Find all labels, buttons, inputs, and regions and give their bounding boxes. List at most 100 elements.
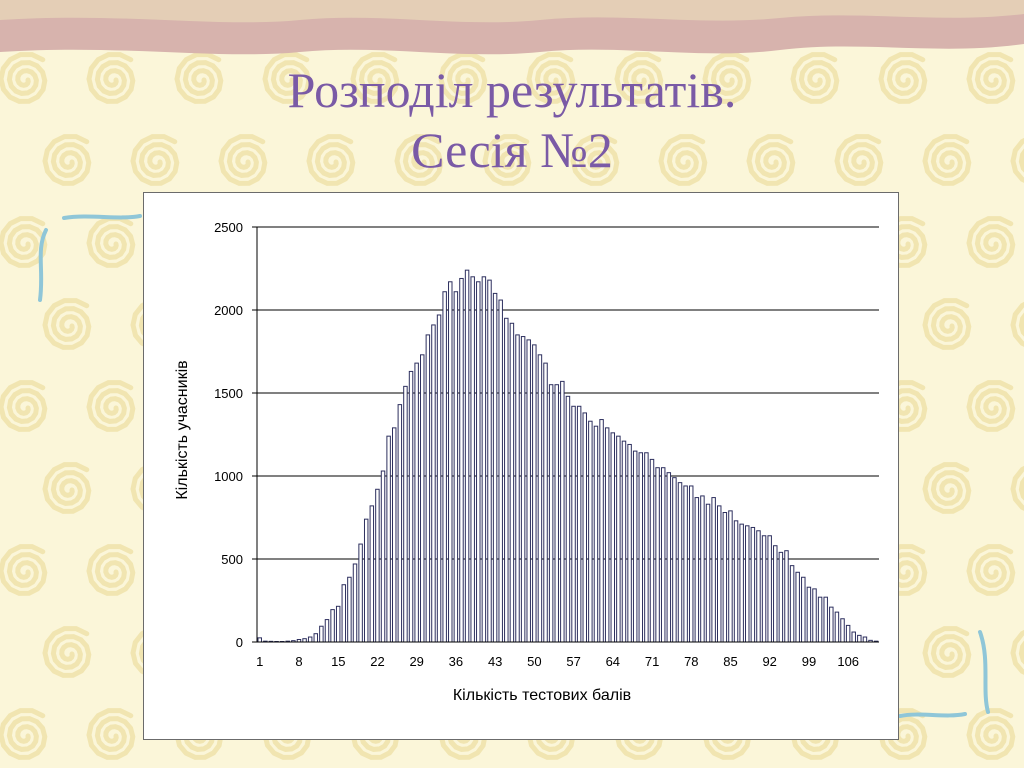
histogram-bar	[851, 631, 856, 643]
histogram-bar	[801, 576, 806, 643]
swirl-ornament	[42, 298, 92, 350]
y-tick-label: 2000	[214, 303, 243, 318]
histogram-bar	[537, 354, 543, 643]
histogram-bar	[313, 633, 319, 643]
histogram-bar	[498, 299, 503, 643]
histogram-bar	[632, 450, 638, 643]
swirl-ornament	[746, 134, 796, 186]
swirl-ornament	[702, 52, 752, 104]
histogram-bar	[683, 485, 688, 643]
histogram-bar	[509, 322, 515, 643]
x-tick-label: 57	[566, 654, 580, 669]
histogram-bar	[257, 637, 262, 643]
swirl-ornament	[922, 626, 972, 678]
histogram-bar	[773, 545, 778, 643]
histogram-bar	[352, 563, 358, 643]
x-tick-label: 8	[295, 654, 302, 669]
swirl-ornament	[966, 380, 1016, 432]
histogram-bar	[728, 510, 733, 643]
histogram-bar	[705, 503, 711, 643]
x-tick-label: 1	[256, 654, 263, 669]
histogram-bar	[504, 317, 509, 643]
histogram-bar	[408, 370, 414, 643]
histogram-bar	[341, 584, 347, 643]
histogram-bar	[363, 518, 369, 643]
histogram-bar	[397, 404, 403, 643]
histogram-bar	[358, 543, 363, 643]
x-tick-label: 64	[606, 654, 620, 669]
histogram-bar	[470, 276, 475, 643]
swirl-ornament	[306, 134, 356, 186]
histogram-bar	[560, 380, 565, 643]
swirl-ornament	[922, 298, 972, 350]
histogram-bar	[414, 362, 419, 643]
histogram-bar	[717, 505, 722, 643]
swirl-ornament	[0, 52, 48, 104]
histogram-bar	[464, 269, 470, 643]
swirl-ornament	[0, 708, 48, 760]
histogram-bar	[840, 618, 845, 643]
x-tick-label: 78	[684, 654, 698, 669]
swirl-ornament	[966, 708, 1016, 760]
histogram-bar	[711, 497, 716, 643]
histogram-bar	[476, 281, 481, 643]
histogram-bar	[733, 520, 739, 643]
histogram-bar	[548, 384, 554, 643]
histogram-bar	[688, 485, 694, 643]
histogram-bar	[756, 530, 761, 643]
histogram-bar	[335, 605, 341, 643]
swirl-ornament	[350, 52, 400, 104]
histogram-bar	[660, 467, 666, 643]
swirl-ornament	[790, 52, 840, 104]
histogram-bar	[319, 625, 324, 643]
swirl-ornament	[658, 134, 708, 186]
axes	[252, 226, 879, 643]
swirl-ornament	[0, 216, 48, 268]
swirl-ornament	[174, 52, 224, 104]
histogram-bar	[543, 362, 548, 643]
histogram-bar	[795, 571, 800, 643]
histogram-bar	[588, 420, 593, 643]
swirl-ornament	[570, 134, 620, 186]
swirl-ornament	[42, 462, 92, 514]
histogram-bar	[425, 334, 431, 643]
histogram-bar	[694, 497, 700, 643]
swirl-ornament	[1010, 465, 1024, 511]
histogram-bar	[644, 452, 649, 643]
histogram-bar	[817, 596, 823, 643]
histogram-bar	[862, 636, 868, 643]
swirl-ornament	[86, 380, 136, 432]
histogram-bar	[789, 565, 795, 643]
swirl-ornament	[42, 626, 92, 678]
swirl-ornament	[878, 52, 928, 104]
histogram-bar	[576, 405, 582, 643]
histogram-bar	[784, 550, 789, 643]
histogram-bar	[375, 488, 380, 643]
swirl-ornament	[482, 134, 532, 186]
histogram-bar	[520, 336, 526, 643]
histogram-bar	[829, 606, 834, 643]
histogram-bar	[655, 467, 660, 643]
x-tick-label: 36	[449, 654, 463, 669]
histogram-bar	[492, 292, 498, 643]
swirl-ornament	[1010, 629, 1024, 675]
swirl-ornament	[1010, 137, 1024, 183]
swirl-ornament	[526, 52, 576, 104]
swirl-ornament	[966, 52, 1016, 104]
histogram-bar	[392, 427, 397, 643]
histogram-bar	[627, 443, 632, 643]
histogram-bar	[526, 339, 531, 643]
histogram-bar	[532, 344, 537, 643]
histogram-bar	[677, 482, 683, 643]
histogram-bar	[638, 452, 644, 643]
histogram-bar	[554, 384, 559, 643]
x-tick-label: 92	[762, 654, 776, 669]
histogram-bar	[442, 291, 447, 643]
histogram-bar	[700, 495, 705, 643]
swirl-ornament	[922, 134, 972, 186]
swirl-ornament	[0, 380, 48, 432]
swirl-ornament	[922, 462, 972, 514]
histogram-bar	[593, 425, 599, 643]
slide-title: Розподіл результатів. Сесія №2	[0, 60, 1024, 180]
histogram-bar	[649, 458, 655, 643]
